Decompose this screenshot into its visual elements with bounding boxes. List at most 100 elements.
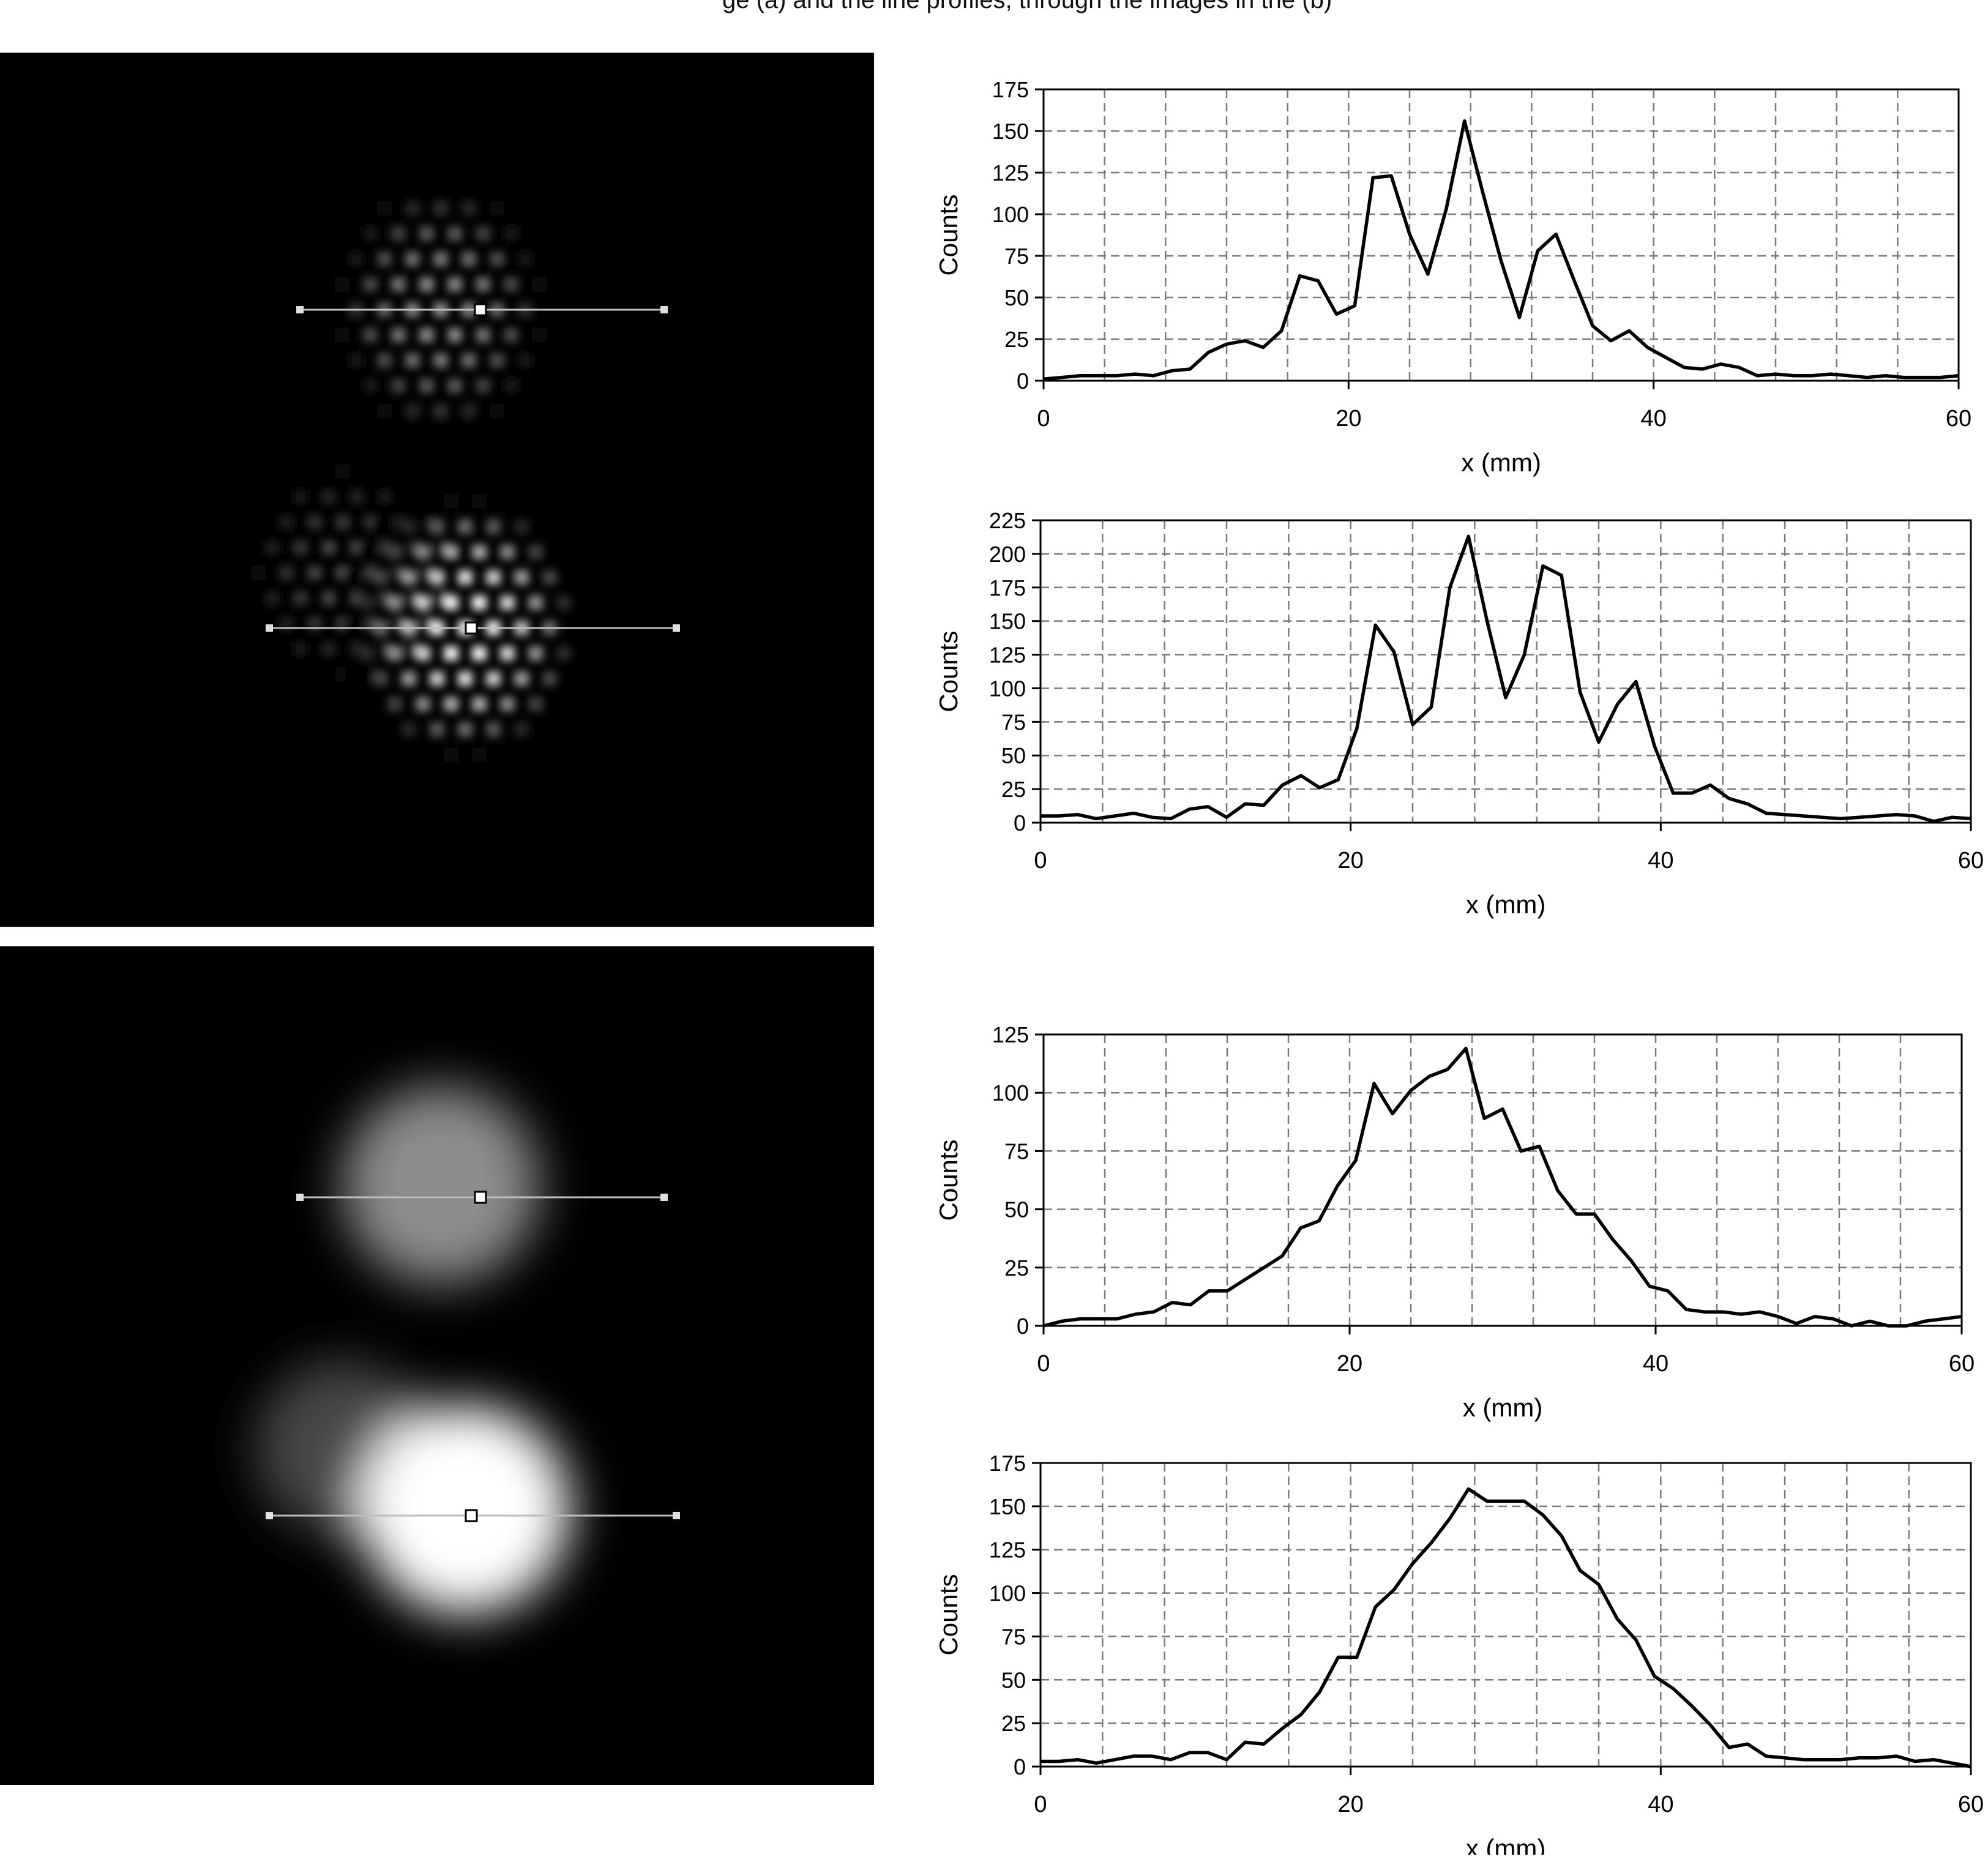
x-axis-label: x (mm) [1466, 890, 1546, 919]
image-svg [237, 176, 680, 762]
profile-line-endpoint-handle[interactable] [296, 306, 304, 313]
pinhole-dot [570, 671, 585, 686]
pinhole-dot [307, 566, 322, 580]
x-tick-label: 20 [1337, 1351, 1362, 1377]
pinhole-dot [265, 591, 280, 606]
profile-line-endpoint-handle[interactable] [266, 624, 273, 632]
pinhole-dot [416, 544, 430, 559]
pinhole-dot [556, 646, 571, 661]
profile-line-center-handle[interactable] [465, 621, 478, 635]
x-tick-label: 40 [1648, 848, 1673, 873]
x-tick-label: 40 [1643, 1351, 1668, 1377]
pinhole-dot [391, 429, 406, 444]
profile-line-center-handle[interactable] [474, 303, 487, 316]
y-tick-label: 0 [1014, 810, 1026, 836]
pinhole-dot [472, 646, 487, 661]
y-axis-label: Counts [934, 630, 963, 712]
pinhole-dot [265, 489, 280, 504]
top-image [0, 53, 874, 927]
x-tick-label: 60 [1946, 406, 1971, 432]
y-tick-label: 50 [1001, 743, 1026, 768]
pinhole-dot [335, 277, 349, 292]
pinhole-dot [447, 226, 462, 241]
pinhole-dot [476, 277, 490, 292]
pinhole-dot [490, 252, 504, 267]
y-tick-label: 125 [989, 643, 1026, 668]
pinhole-dot [556, 544, 571, 559]
pinhole-dot [251, 515, 266, 530]
y-tick-label: 75 [1001, 709, 1026, 735]
pinhole-dot [387, 544, 402, 559]
y-tick-label: 75 [1004, 244, 1029, 269]
pinhole-dot [416, 646, 430, 661]
pinhole-dot [458, 570, 473, 585]
pinhole-dot [237, 591, 252, 606]
pinhole-dot [307, 515, 322, 530]
series-line [1041, 534, 1971, 823]
pinhole-dot [514, 671, 529, 686]
pinhole-dot [500, 544, 515, 559]
plot-frame [1042, 1033, 1963, 1327]
pinhole-dot [430, 570, 444, 585]
pinhole-dot [528, 595, 543, 610]
pinhole-dot [472, 747, 487, 762]
pinhole-dot [391, 327, 406, 343]
pinhole-dot [377, 353, 392, 368]
pinhole-dot [458, 722, 473, 737]
profile-line-endpoint-handle[interactable] [660, 306, 668, 313]
profile-line-center-handle[interactable] [474, 1191, 487, 1204]
pinhole-dot [461, 252, 476, 267]
pinhole-dot [377, 201, 392, 216]
pinhole-dot [279, 566, 294, 580]
series-line [1043, 1047, 1962, 1328]
y-tick-label: 125 [989, 1538, 1026, 1563]
pinhole-dot [335, 327, 349, 343]
profile-line-center-handle[interactable] [465, 1509, 478, 1522]
pinhole-dot [433, 252, 448, 267]
pinhole-dot [349, 252, 364, 267]
pinhole-dot [265, 641, 280, 657]
pinhole-dot [500, 646, 515, 661]
pinhole-dot [444, 544, 458, 559]
chart-svg: 0 25 50 75 100 125 150 175 0 20 40 60 x (mm) Counts [934, 77, 1971, 477]
pinhole-dot [363, 378, 378, 394]
profile-line-endpoint-handle[interactable] [660, 1194, 668, 1201]
y-tick-label: 175 [989, 1451, 1026, 1476]
series-line [1041, 1487, 1971, 1768]
caption-fragment: ge (a) and the line profiles, through th… [722, 0, 1332, 13]
y-tick-label: 100 [992, 202, 1029, 227]
y-tick-label: 25 [1004, 327, 1029, 352]
profile-line-endpoint-handle[interactable] [266, 1512, 273, 1519]
pinhole-dot [486, 570, 501, 585]
pinhole-dot [472, 494, 487, 509]
pinhole-dot [293, 489, 308, 504]
image-svg [255, 1086, 680, 1614]
pinhole-dot [419, 176, 434, 190]
profile-line-endpoint-handle[interactable] [673, 1512, 680, 1519]
profile-line-endpoint-handle[interactable] [673, 624, 680, 632]
x-tick-label: 0 [1037, 1351, 1050, 1377]
x-tick-label: 20 [1338, 1792, 1364, 1817]
y-tick-label: 25 [1001, 777, 1026, 802]
x-axis-label: x (mm) [1463, 1393, 1543, 1422]
pinhole-dot [416, 747, 430, 762]
pinhole-dot [349, 489, 364, 504]
pinhole-dot [430, 722, 444, 737]
pinhole-dot [490, 403, 504, 419]
y-axis-label: Counts [934, 1139, 963, 1221]
x-axis-label: x (mm) [1466, 1834, 1546, 1855]
pinhole-dot [265, 540, 280, 555]
profile-line-endpoint-handle[interactable] [296, 1194, 304, 1201]
plot-frame [1039, 519, 1972, 824]
plot-frame [1042, 88, 1960, 382]
pinhole-dot [373, 519, 388, 534]
pinhole-dot [514, 722, 529, 737]
pinhole-dot [405, 353, 420, 368]
pinhole-dot [458, 519, 473, 534]
pinhole-dot [447, 176, 462, 190]
pinhole-dot [444, 747, 458, 762]
pinhole-dot [402, 671, 416, 686]
pinhole-dot [293, 641, 308, 657]
pinhole-dot [518, 252, 532, 267]
pinhole-dot [251, 616, 266, 631]
